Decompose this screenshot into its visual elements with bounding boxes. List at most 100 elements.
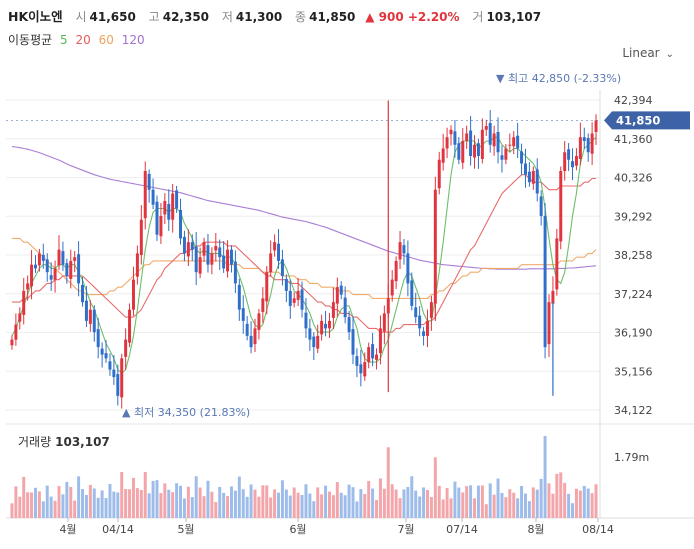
candle-body bbox=[49, 275, 53, 280]
volume-bar bbox=[410, 476, 414, 518]
volume-bar bbox=[500, 492, 504, 518]
volume-bar bbox=[155, 480, 159, 518]
candle-body bbox=[10, 339, 14, 346]
volume-bar bbox=[131, 477, 135, 518]
volume-bar bbox=[18, 496, 22, 518]
volume-bar bbox=[182, 498, 186, 518]
candle-body bbox=[422, 331, 426, 336]
volume-bar bbox=[277, 492, 281, 518]
candle-body bbox=[476, 143, 480, 156]
y-tick-label: 34,122 bbox=[614, 404, 653, 417]
open-label: 시 bbox=[75, 10, 87, 24]
volume-bar bbox=[69, 486, 73, 518]
candle-body bbox=[308, 328, 312, 340]
candle-body bbox=[186, 242, 190, 257]
candle-body bbox=[559, 170, 563, 242]
ma20-label: 20 bbox=[75, 33, 91, 47]
candle-body bbox=[398, 242, 402, 260]
chevron-down-icon: ⌄ bbox=[665, 49, 674, 60]
candle-body bbox=[159, 215, 163, 237]
volume-bar bbox=[531, 487, 535, 518]
low-value: 41,300 bbox=[235, 10, 283, 24]
candle-body bbox=[116, 374, 120, 396]
low-annotation: ▲ 최저 34,350 (21.83%) bbox=[122, 406, 250, 419]
candle-body bbox=[547, 302, 551, 345]
volume-bar bbox=[249, 484, 253, 518]
volume-bar bbox=[586, 488, 590, 518]
y-tick-label: 38,258 bbox=[614, 249, 653, 262]
volume-bar bbox=[14, 486, 18, 518]
volume-bar bbox=[190, 497, 194, 518]
volume-panel-value: 103,107 bbox=[55, 435, 110, 449]
candle-body bbox=[26, 283, 30, 290]
scale-selector[interactable]: Linear ⌄ bbox=[622, 46, 674, 60]
candle-body bbox=[269, 253, 273, 273]
volume-bar bbox=[496, 478, 500, 518]
candle-body bbox=[578, 137, 582, 159]
volume-bar bbox=[582, 485, 586, 518]
ma20-line bbox=[12, 174, 596, 333]
volume-bar bbox=[10, 503, 14, 518]
x-tick-label: 07/14 bbox=[446, 523, 478, 536]
volume-bar bbox=[465, 486, 469, 518]
ma5-label: 5 bbox=[60, 33, 68, 47]
volume-panel-label: 거래량 103,107 bbox=[18, 433, 110, 450]
volume-bar bbox=[198, 487, 202, 518]
volume-tick-label: 1.79m bbox=[614, 451, 649, 464]
volume-bar bbox=[351, 487, 355, 518]
volume-bar bbox=[261, 485, 265, 518]
candle-body bbox=[18, 313, 22, 322]
volume-bar bbox=[210, 491, 214, 518]
candle-body bbox=[480, 129, 484, 159]
candle-body bbox=[316, 335, 320, 349]
candle-body bbox=[163, 200, 167, 215]
volume-bar bbox=[296, 492, 300, 518]
volume-bar bbox=[571, 503, 575, 518]
candle-body bbox=[465, 133, 469, 141]
candle-body bbox=[237, 284, 241, 310]
volume-bar bbox=[257, 496, 261, 518]
x-tick-label: 7월 bbox=[397, 523, 414, 536]
candle-body bbox=[292, 298, 296, 303]
volume-bar bbox=[394, 489, 398, 518]
moving-average-legend[interactable]: 이동평균 5 20 60 120 bbox=[8, 31, 149, 48]
open-value: 41,650 bbox=[89, 10, 136, 24]
volume-bar bbox=[414, 490, 418, 518]
volume-bar bbox=[308, 493, 312, 518]
volume-bar bbox=[520, 485, 524, 518]
candle-body bbox=[363, 362, 367, 377]
low-label: 저 bbox=[221, 10, 233, 24]
volume-bar bbox=[402, 489, 406, 518]
volume-bar bbox=[104, 498, 108, 518]
volume-bar bbox=[88, 484, 92, 518]
candle-body bbox=[92, 309, 96, 333]
y-tick-label: 36,190 bbox=[614, 327, 653, 340]
y-tick-label: 40,326 bbox=[614, 172, 653, 185]
candle-body bbox=[284, 278, 288, 291]
volume-bar bbox=[563, 482, 567, 518]
candle-body bbox=[327, 320, 331, 329]
candle-body bbox=[492, 133, 496, 147]
volume-bar bbox=[551, 493, 555, 518]
volume-bar bbox=[218, 486, 222, 518]
volume-bar bbox=[269, 497, 273, 518]
candle-body bbox=[61, 251, 65, 265]
y-tick-label: 39,292 bbox=[614, 210, 653, 223]
candle-body bbox=[461, 140, 465, 163]
volume-bar bbox=[53, 500, 57, 518]
candle-body bbox=[582, 137, 586, 141]
volume-bar bbox=[594, 484, 598, 518]
volume-bar bbox=[453, 481, 457, 518]
ma120-label: 120 bbox=[121, 33, 145, 47]
candle-body bbox=[198, 257, 202, 274]
volume-bar bbox=[418, 496, 422, 518]
volume-bar bbox=[171, 492, 175, 518]
volume-bar bbox=[45, 485, 49, 518]
x-tick-label: 5월 bbox=[177, 523, 194, 536]
volume-bar bbox=[355, 501, 359, 518]
candle-body bbox=[508, 144, 512, 146]
candle-body bbox=[151, 189, 155, 205]
volume-bar bbox=[331, 495, 335, 518]
volume-bar bbox=[461, 492, 465, 518]
